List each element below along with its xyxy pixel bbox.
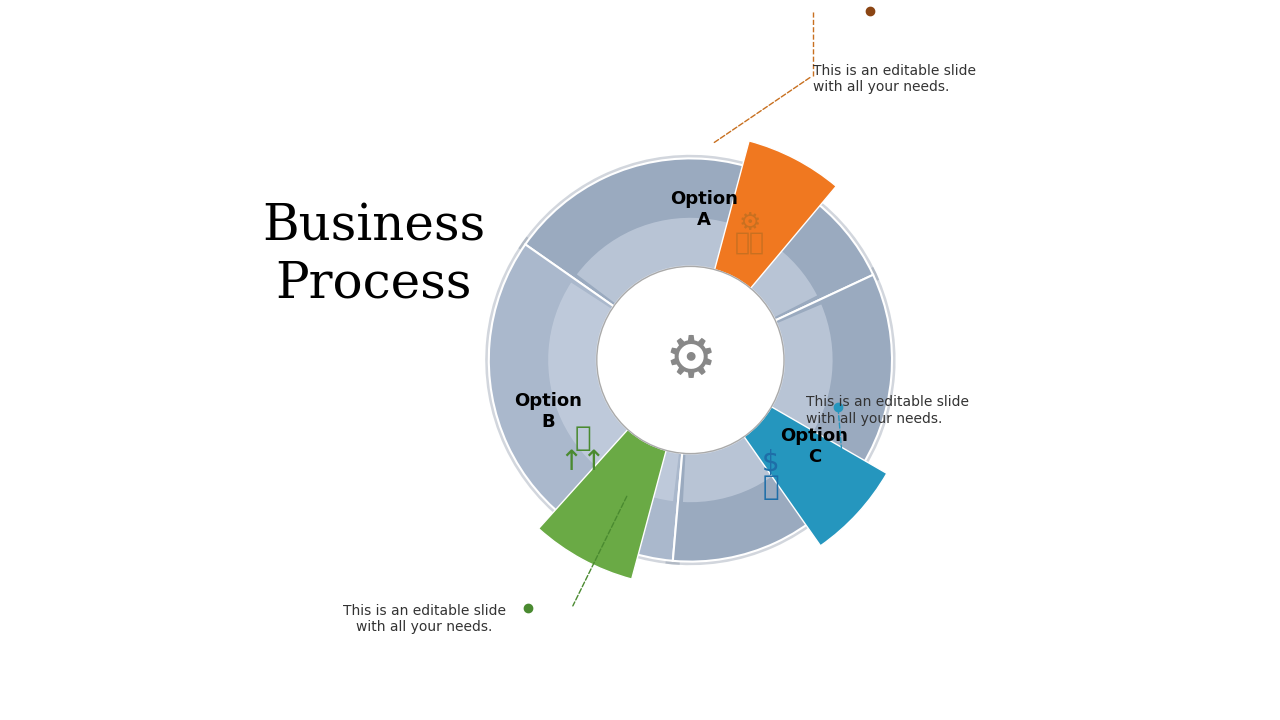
Text: ⚙: ⚙	[664, 331, 717, 389]
Text: ⚙
👤👤: ⚙ 👤👤	[735, 211, 764, 255]
Text: Option
A: Option A	[669, 190, 737, 229]
Circle shape	[596, 266, 785, 454]
Text: 👥
↑↑: 👥 ↑↑	[559, 425, 607, 476]
Wedge shape	[548, 282, 678, 501]
Wedge shape	[744, 407, 887, 546]
Wedge shape	[714, 141, 836, 288]
Text: This is an editable slide
with all your needs.: This is an editable slide with all your …	[813, 64, 975, 94]
Wedge shape	[485, 236, 686, 565]
Text: This is an editable slide
with all your needs.: This is an editable slide with all your …	[343, 604, 506, 634]
Text: Option
C: Option C	[781, 428, 849, 466]
Text: This is an editable slide
with all your needs.: This is an editable slide with all your …	[805, 395, 969, 426]
Wedge shape	[539, 430, 666, 579]
Text: Option
B: Option B	[515, 392, 582, 431]
Wedge shape	[673, 275, 892, 562]
Wedge shape	[666, 267, 896, 565]
Text: Business
Process: Business Process	[262, 202, 485, 308]
Text: $
📊: $ 📊	[762, 449, 780, 501]
Wedge shape	[489, 244, 682, 561]
Wedge shape	[518, 155, 879, 323]
Wedge shape	[684, 305, 832, 502]
Wedge shape	[525, 158, 873, 320]
Wedge shape	[577, 218, 817, 318]
